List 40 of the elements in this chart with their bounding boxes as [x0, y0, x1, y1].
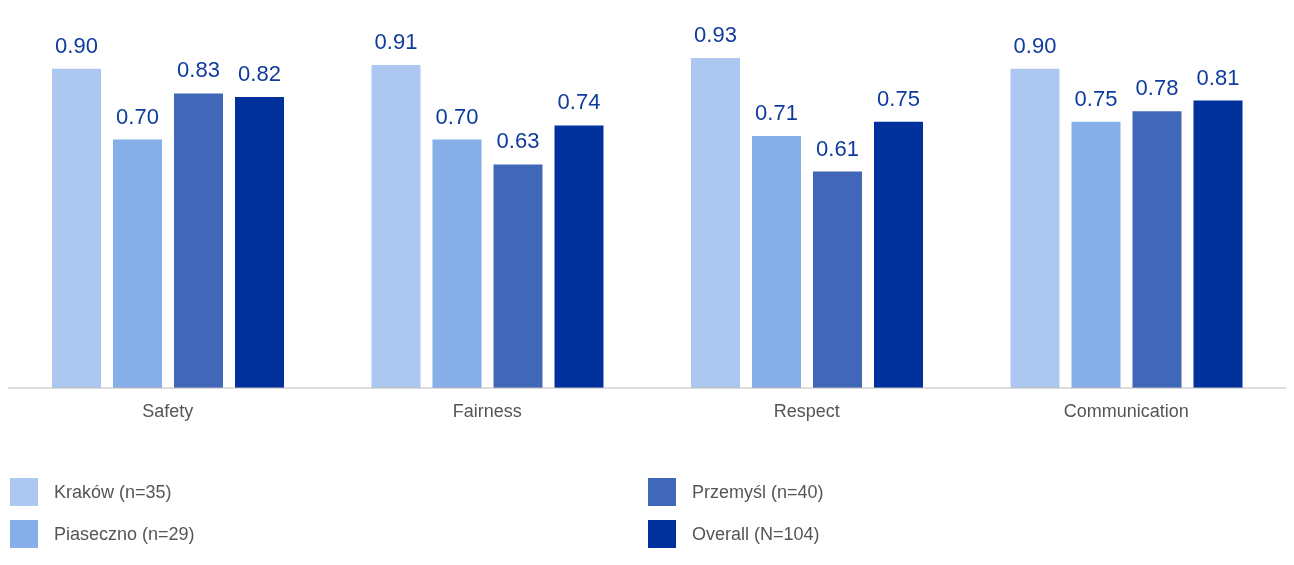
- data-label: 0.81: [1196, 64, 1240, 90]
- bar: [691, 58, 740, 388]
- data-label: 0.75: [1074, 85, 1118, 111]
- bar: [235, 97, 284, 388]
- bar: [174, 93, 223, 388]
- legend-label: Piaseczno (n=29): [54, 523, 195, 545]
- data-label: 0.71: [755, 100, 798, 126]
- data-label: 0.70: [435, 103, 479, 129]
- x-tick-label: Safety: [142, 400, 194, 421]
- legend-label: Kraków (n=35): [54, 481, 172, 503]
- bar: [813, 171, 862, 388]
- bar: [493, 164, 543, 388]
- bar: [1132, 111, 1182, 388]
- bar: [113, 139, 162, 388]
- legend-label: Overall (N=104): [692, 523, 820, 545]
- data-label: 0.82: [238, 61, 281, 87]
- x-tick-label: Fairness: [452, 400, 522, 421]
- data-label: 0.63: [496, 128, 540, 154]
- data-label: 0.78: [1135, 75, 1179, 101]
- data-label: 0.74: [557, 89, 601, 115]
- data-label: 0.75: [877, 85, 920, 111]
- bar: [1010, 68, 1060, 388]
- data-label: 0.90: [1013, 32, 1057, 58]
- bar: [1193, 100, 1243, 388]
- bar: [1071, 121, 1121, 388]
- bar: [752, 136, 801, 388]
- bar: [874, 121, 923, 388]
- data-label: 0.83: [177, 57, 220, 83]
- bar: [371, 65, 421, 388]
- legend-label: Przemyśl (n=40): [692, 481, 824, 503]
- bar: [52, 68, 101, 388]
- data-label: 0.61: [816, 135, 859, 161]
- x-tick-label: Respect: [773, 400, 840, 421]
- data-label: 0.70: [116, 103, 159, 129]
- data-label: 0.90: [55, 32, 98, 58]
- data-label: 0.93: [694, 22, 737, 47]
- x-tick-label: Communication: [1063, 400, 1189, 421]
- bar: [432, 139, 482, 388]
- data-label: 0.91: [374, 29, 418, 55]
- bar: [554, 125, 604, 388]
